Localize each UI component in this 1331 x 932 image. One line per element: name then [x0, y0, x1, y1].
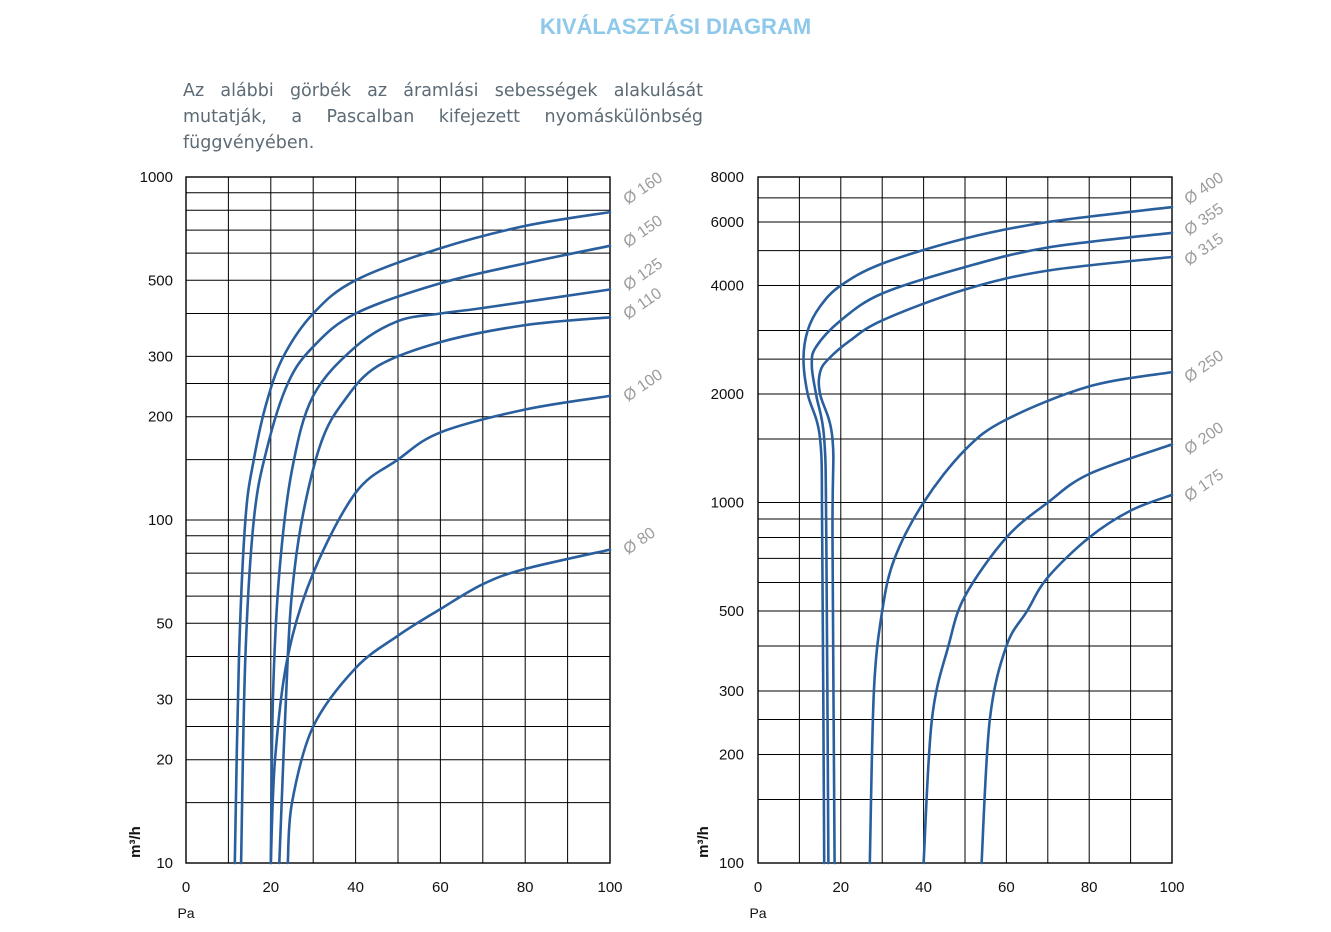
series-label: Ø 80 [621, 524, 659, 558]
y-tick-label: 1000 [140, 169, 173, 186]
y-tick-label: 20 [156, 752, 173, 769]
series-label: Ø 100 [621, 366, 667, 405]
x-tick-label: 20 [262, 879, 279, 896]
y-tick-label: 10 [156, 855, 173, 872]
series-line [269, 288, 612, 865]
x-tick-label: 40 [347, 879, 364, 896]
y-tick-label: 30 [156, 691, 173, 708]
series-label: Ø 150 [621, 212, 667, 251]
y-tick-label: 300 [148, 348, 173, 365]
series-line [233, 210, 612, 865]
y-tick-label: 200 [148, 409, 173, 426]
series-line [269, 394, 612, 865]
y-tick-label: 500 [148, 272, 173, 289]
series-line [278, 316, 612, 865]
grid [185, 176, 611, 864]
intro-text: Az alábbi görbék az áramlási sebességek … [183, 81, 703, 153]
y-tick-label: 50 [156, 615, 173, 632]
x-tick-label: 100 [597, 879, 622, 896]
series-label: Ø 125 [621, 255, 667, 294]
x-tick-label: 0 [182, 879, 190, 896]
x-axis-label: Pa [177, 905, 194, 921]
x-tick-label: 60 [432, 879, 449, 896]
series-line [286, 548, 612, 865]
x-tick-label: 80 [517, 879, 534, 896]
page-title: KIVÁLASZTÁSI DIAGRAM [539, 14, 812, 39]
series-line [239, 244, 612, 865]
plot-frame [185, 176, 611, 864]
y-axis-label: m³/h [127, 826, 144, 858]
series-label: Ø 160 [621, 169, 667, 208]
y-tick-label: 100 [148, 512, 173, 529]
